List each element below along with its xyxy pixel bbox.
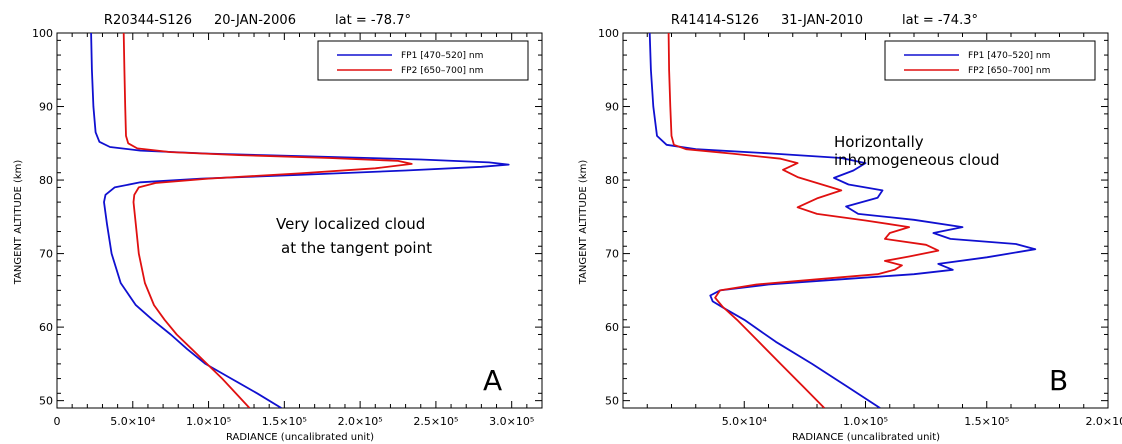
panel-a-legend-label-fp1: FP1 [470–520] nm: [401, 51, 483, 61]
panel-a-ytick-label-50: 50: [39, 395, 53, 408]
panel-b-legend-box: [884, 40, 1096, 81]
panel-b-legend: FP1 [470–520] nm FP2 [650–700] nm: [884, 40, 1096, 81]
panel-b-ticks: 50 60 70 80 90 100 5.0×10⁴ 1.0×10⁵ 1.5×10⁵ 2.0×10…: [598, 27, 1122, 428]
panel-a-ytick-label-60: 60: [39, 321, 53, 334]
panel-a-xtick-label-100000: 1.0×10⁵: [186, 415, 231, 428]
panel-a-ytick-label-100: 100: [32, 27, 53, 40]
panel-b-y-axis-label: TANGENT ALTITUDE (km): [578, 160, 589, 286]
panel-b-title-lat: lat = -74.3°: [902, 13, 978, 28]
panel-a-annotation-line-1: Very localized cloud: [276, 215, 425, 233]
panel-a-xtick-label-250000: 2.5×10⁵: [413, 415, 458, 428]
panel-b-xtick-label-50000: 5.0×10⁴: [722, 415, 768, 428]
panel-b-annotation-line-2: inhomogeneous cloud: [834, 151, 1000, 169]
panel-a-annotation-line-2: at the tangent point: [281, 239, 432, 257]
panel-b-series-fp2-line: [667, 33, 940, 408]
panel-b-ytick-label-90: 90: [605, 101, 619, 114]
panel-b-ytick-label-70: 70: [605, 248, 619, 261]
panel-b-ytick-label-60: 60: [605, 321, 619, 334]
panel-b-ytick-label-50: 50: [605, 395, 619, 408]
panel-b-xtick-label-100000: 1.0×10⁵: [843, 415, 888, 428]
panel-a-xtick-label-0: 0: [54, 415, 61, 428]
panel-a-legend-box: [317, 40, 529, 81]
panel-b-letter: B: [1049, 364, 1068, 397]
panel-a-title-date: 20-JAN-2006: [214, 13, 296, 28]
panel-b-annotation-line-1: Horizontally: [834, 133, 924, 151]
panel-a-legend: FP1 [470–520] nm FP2 [650–700] nm: [317, 40, 529, 81]
panel-a-legend-label-fp2: FP2 [650–700] nm: [401, 66, 483, 76]
panel-a: R20344-S126 20-JAN-2006 lat = -78.7° 50 6…: [13, 13, 543, 443]
panel-a-letter: A: [483, 364, 502, 397]
panel-a-xtick-label-150000: 1.5×10⁵: [262, 415, 307, 428]
panel-a-ytick-label-80: 80: [39, 174, 53, 187]
panel-b-x-axis-label: RADIANCE (uncalibrated unit): [792, 432, 940, 443]
panel-a-ytick-label-90: 90: [39, 101, 53, 114]
panel-a-curves: [90, 33, 510, 408]
panel-a-ytick-label-70: 70: [39, 248, 53, 261]
panel-a-xtick-label-50000: 5.0×10⁴: [110, 415, 156, 428]
panel-b-title-id: R41414-S126: [671, 13, 759, 28]
panel-b-series-fp1-line: [648, 33, 1037, 408]
panel-a-title-id: R20344-S126: [104, 13, 192, 28]
panel-a-xtick-label-200000: 2.0×10⁵: [338, 415, 383, 428]
panel-a-x-axis-label: RADIANCE (uncalibrated unit): [226, 432, 374, 443]
panel-a-title-lat: lat = -78.7°: [335, 13, 411, 28]
panel-b-xtick-label-200000: 2.0×10⁵: [1085, 415, 1122, 428]
panel-b-legend-label-fp1: FP1 [470–520] nm: [968, 51, 1050, 61]
panel-a-ticks: 50 60 70 80 90 100 0 5.0×10⁴ 1.0×10⁵ 1.5×10⁵ 2.0×1…: [32, 27, 543, 428]
panel-b-ytick-label-100: 100: [598, 27, 619, 40]
panel-b: R41414-S126 31-JAN-2010 lat = -74.3° 50 6…: [578, 13, 1122, 443]
panel-a-series-fp2-line: [122, 33, 413, 408]
panel-a-xtick-label-300000: 3.0×10⁵: [489, 415, 534, 428]
panel-b-curves: [648, 33, 1037, 408]
panel-b-legend-label-fp2: FP2 [650–700] nm: [968, 66, 1050, 76]
panel-b-xtick-label-150000: 1.5×10⁵: [964, 415, 1009, 428]
panel-b-ytick-label-80: 80: [605, 174, 619, 187]
panel-b-title-date: 31-JAN-2010: [781, 13, 863, 28]
panel-a-y-axis-label: TANGENT ALTITUDE (km): [13, 160, 24, 286]
